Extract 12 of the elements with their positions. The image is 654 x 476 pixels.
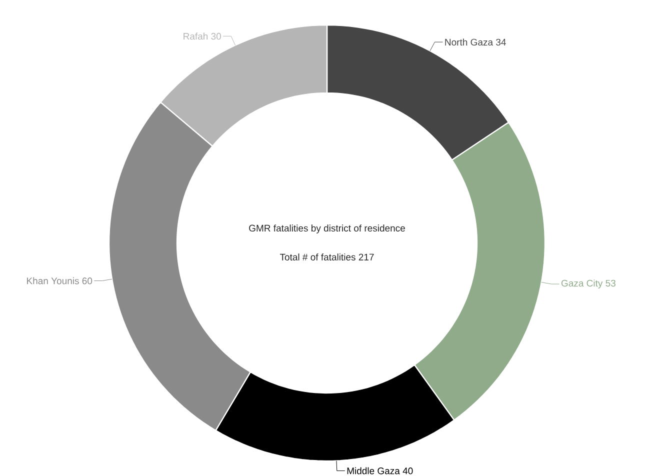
data-label: 34: [496, 38, 506, 46]
text: GMR fatalities by district of residence: [249, 224, 405, 234]
slice-label: North Gaza: [445, 38, 494, 46]
text: Total # of fatalities 217: [280, 254, 374, 261]
slice-label: Gaza City: [561, 280, 603, 289]
data-label: 40: [402, 468, 413, 474]
slice-label: Rafah: [184, 32, 208, 40]
data-label: 30: [211, 33, 221, 40]
data-label: 53: [606, 280, 616, 287]
data-label: 60: [82, 278, 92, 284]
slice-label: Khan Younis: [27, 277, 79, 284]
slice-label: Middle Gaza: [347, 467, 400, 474]
